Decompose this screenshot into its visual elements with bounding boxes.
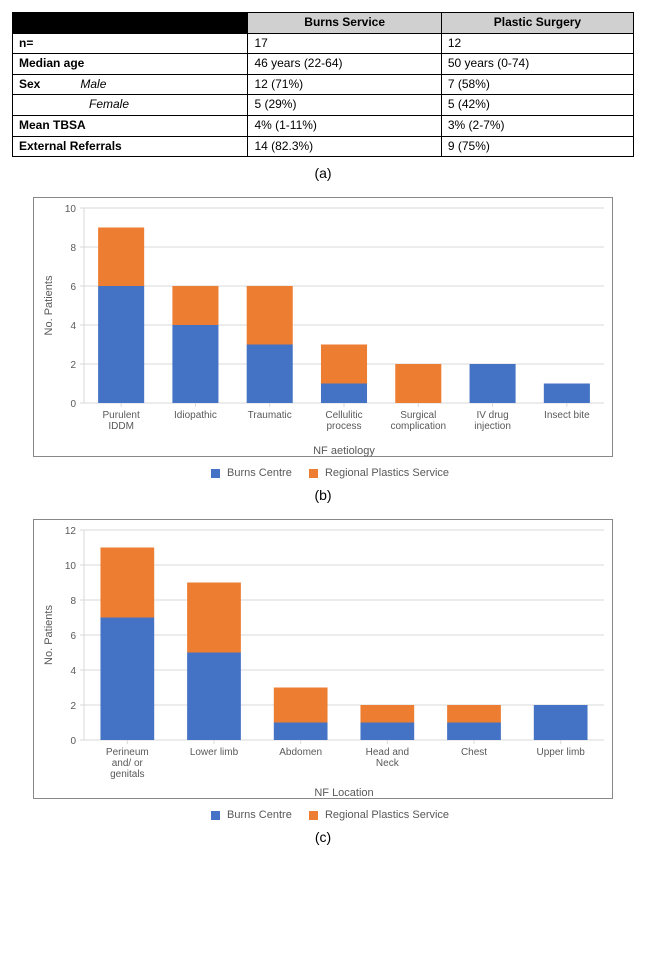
svg-text:2: 2 [70, 360, 76, 371]
legend-c: Burns Centre Regional Plastics Service [12, 809, 634, 821]
svg-text:injection: injection [474, 421, 511, 432]
svg-text:6: 6 [70, 631, 76, 642]
svg-text:and/ or: and/ or [112, 758, 144, 769]
chart-b-frame: 0 2 4 6 8 10 PurulentIDDM Idiopathic Traumatic Ce… [33, 197, 613, 457]
svg-text:Traumatic: Traumatic [248, 410, 292, 421]
svg-text:genitals: genitals [110, 769, 144, 780]
svg-text:Head and: Head and [366, 747, 409, 758]
svg-text:Perineum: Perineum [106, 747, 149, 758]
svg-text:Lower limb: Lower limb [190, 747, 239, 758]
table-row: Median age46 years (22-64)50 years (0-74… [13, 54, 634, 75]
svg-text:0: 0 [70, 399, 76, 410]
svg-text:Idiopathic: Idiopathic [174, 410, 217, 421]
table-row: Female5 (29%)5 (42%) [13, 95, 634, 116]
legend-label-plastics: Regional Plastics Service [325, 809, 449, 821]
legend-swatch-burns [211, 469, 220, 478]
svg-text:4: 4 [70, 321, 76, 332]
svg-text:IV drug: IV drug [476, 410, 508, 421]
svg-text:NF aetiology: NF aetiology [313, 445, 375, 457]
svg-text:12: 12 [65, 526, 77, 537]
svg-text:Cellulitic: Cellulitic [325, 410, 362, 421]
svg-text:10: 10 [65, 561, 77, 572]
svg-text:complication: complication [390, 421, 446, 432]
table-row: Mean TBSA4% (1-11%)3% (2-7%) [13, 115, 634, 136]
svg-text:6: 6 [70, 282, 76, 293]
svg-text:8: 8 [70, 596, 76, 607]
svg-text:IDDM: IDDM [108, 421, 134, 432]
legend-label-burns: Burns Centre [227, 467, 292, 479]
svg-text:No. Patients: No. Patients [43, 275, 55, 335]
svg-text:2: 2 [70, 701, 76, 712]
caption-a: (a) [12, 165, 634, 181]
legend-label-burns: Burns Centre [227, 809, 292, 821]
svg-text:Surgical: Surgical [400, 410, 436, 421]
demographics-table: Burns Service Plastic Surgery n=1712Medi… [12, 12, 634, 157]
svg-text:Upper limb: Upper limb [536, 747, 585, 758]
chart-c: 0 2 4 6 8 10 12 Perineumand/ orgenitals Lower li… [34, 520, 614, 800]
col-plastic: Plastic Surgery [441, 13, 633, 34]
svg-text:Chest: Chest [461, 747, 487, 758]
svg-text:Insect bite: Insect bite [544, 410, 590, 421]
chart-c-frame: 0 2 4 6 8 10 12 Perineumand/ orgenitals Lower li… [33, 519, 613, 799]
svg-text:Abdomen: Abdomen [279, 747, 322, 758]
svg-text:0: 0 [70, 736, 76, 747]
table-row: n=1712 [13, 33, 634, 54]
svg-text:Neck: Neck [376, 758, 400, 769]
legend-swatch-plastics [309, 469, 318, 478]
svg-text:Purulent: Purulent [103, 410, 140, 421]
svg-text:4: 4 [70, 666, 76, 677]
svg-text:No. Patients: No. Patients [43, 605, 55, 665]
svg-text:process: process [326, 421, 361, 432]
legend-label-plastics: Regional Plastics Service [325, 467, 449, 479]
svg-text:8: 8 [70, 243, 76, 254]
table-row: Sex Male12 (71%)7 (58%) [13, 74, 634, 95]
chart-b: 0 2 4 6 8 10 PurulentIDDM Idiopathic Traumatic Ce… [34, 198, 614, 458]
legend-b: Burns Centre Regional Plastics Service [12, 467, 634, 479]
blank-header [13, 13, 248, 34]
table-row: External Referrals14 (82.3%)9 (75%) [13, 136, 634, 157]
caption-b: (b) [12, 487, 634, 503]
col-burns: Burns Service [248, 13, 441, 34]
svg-text:NF Location: NF Location [314, 787, 373, 799]
caption-c: (c) [12, 829, 634, 845]
legend-swatch-burns [211, 811, 220, 820]
legend-swatch-plastics [309, 811, 318, 820]
svg-text:10: 10 [65, 204, 77, 215]
